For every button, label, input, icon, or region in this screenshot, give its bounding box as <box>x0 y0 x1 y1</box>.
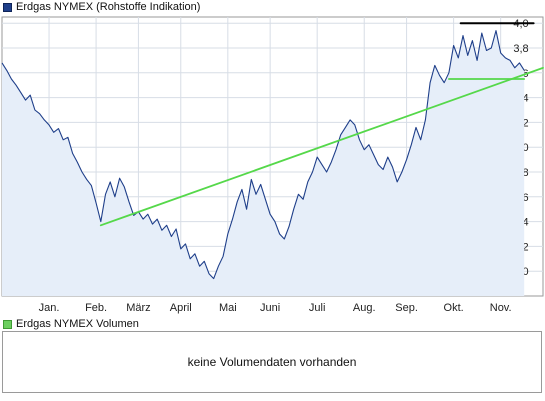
volume-panel: keine Volumendaten vorhanden <box>2 331 542 393</box>
x-tick-label: Aug. <box>353 302 376 314</box>
price-chart: 2,02,22,42,62,83,03,23,43,63,84,0Jan.Feb… <box>1 16 544 314</box>
y-tick-label: 4,0 <box>513 18 528 30</box>
price-line <box>1 30 525 280</box>
volume-legend: Erdgas NYMEX Volumen <box>3 317 139 331</box>
x-tick-label: Jan. <box>39 302 60 314</box>
price-legend-label: Erdgas NYMEX (Rohstoffe Indikation) <box>16 1 201 13</box>
y-tick-label: 3,8 <box>513 43 528 55</box>
x-tick-label: Mai <box>219 302 237 314</box>
x-tick-label: Nov. <box>490 302 512 314</box>
x-tick-label: Okt. <box>444 302 464 314</box>
x-tick-label: März <box>126 302 150 314</box>
price-legend: Erdgas NYMEX (Rohstoffe Indikation) <box>3 0 200 14</box>
x-tick-label: Feb. <box>85 302 107 314</box>
volume-empty-message: keine Volumendaten vorhanden <box>187 355 357 369</box>
x-tick-label: Juni <box>260 302 280 314</box>
price-legend-swatch <box>3 2 12 12</box>
volume-legend-swatch <box>3 319 12 329</box>
x-tick-label: April <box>170 302 192 314</box>
trendline-support <box>99 66 544 227</box>
x-tick-label: Juli <box>309 302 326 314</box>
volume-legend-label: Erdgas NYMEX Volumen <box>16 318 139 330</box>
price-area <box>2 30 525 296</box>
x-tick-label: Sep. <box>395 302 418 314</box>
